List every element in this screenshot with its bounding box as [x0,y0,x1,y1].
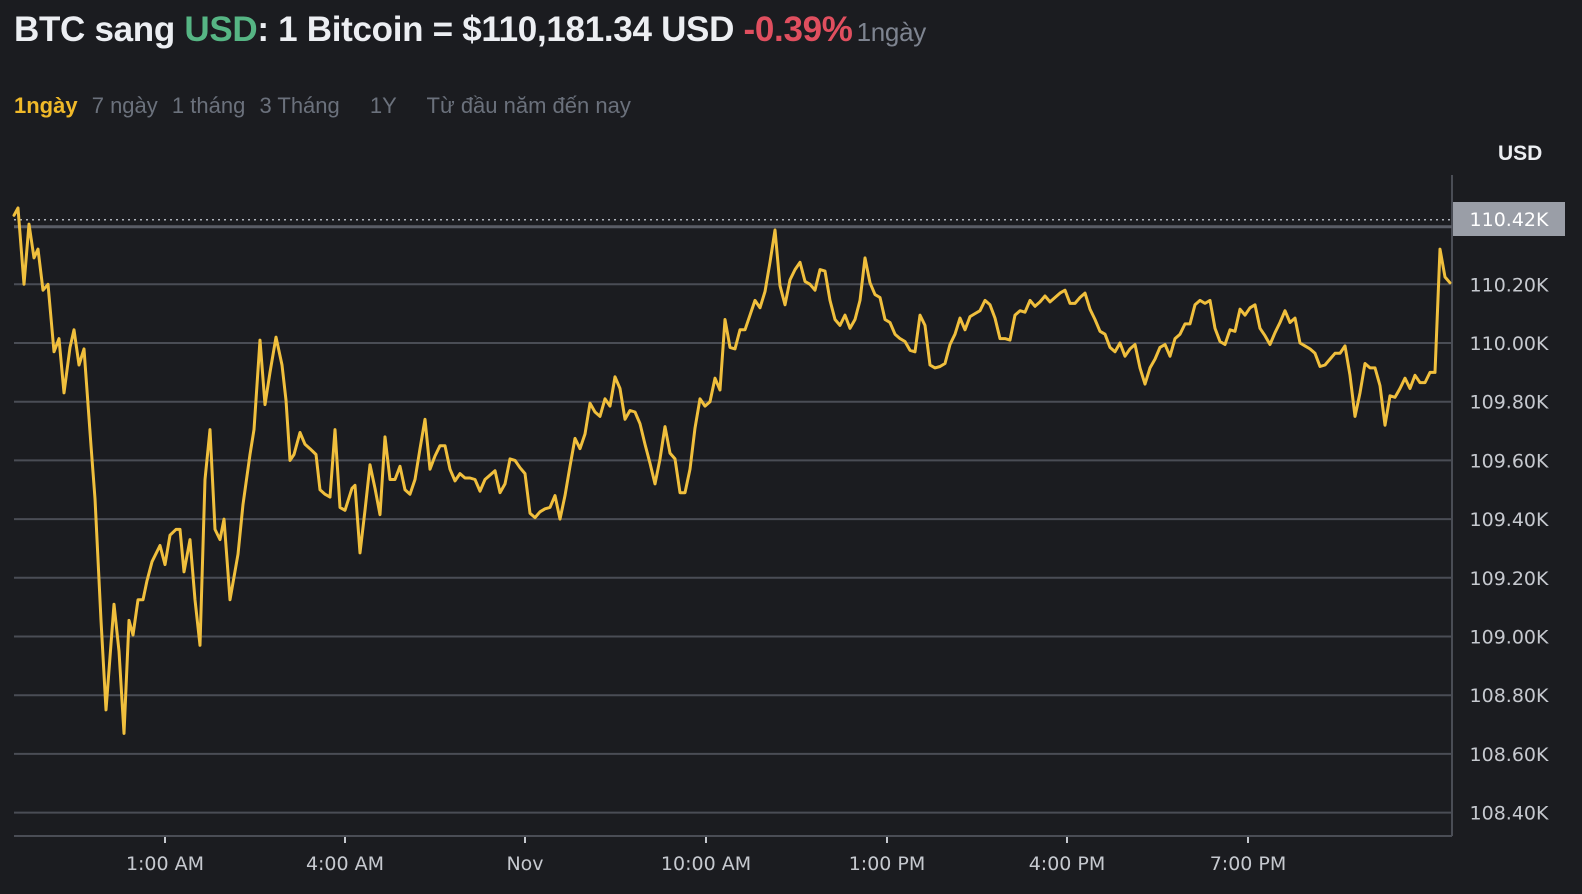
x-tick-label: 7:00 PM [1210,853,1287,875]
x-tick-label: 4:00 PM [1029,853,1106,875]
y-tick-label: 109.40K [1470,509,1549,531]
x-tick-label: 10:00 AM [661,853,751,875]
tab-1-month[interactable]: 1 tháng [171,93,246,118]
y-tick-label: 109.20K [1470,568,1549,590]
price-change: -0.39% [743,10,853,49]
y-tick-label: 108.80K [1470,685,1549,707]
y-tick-label: 109.80K [1470,392,1549,414]
y-tick-label: 109.60K [1470,450,1549,472]
y-axis-unit: USD [1498,142,1543,165]
price-line [12,206,1452,735]
x-tick-label: 1:00 PM [849,853,926,875]
x-axis-ticks: 1:00 AM 4:00 AM Nov 10:00 AM 1:00 PM 4:00 PM 7… [126,837,1286,875]
svg-text:110.42K: 110.42K [1470,209,1549,231]
x-tick-label: 1:00 AM [126,853,204,875]
current-price-reference-line [14,218,1452,229]
quote-currency: USD [184,10,258,49]
title-price: : 1 Bitcoin = $110,181.34 USD [257,10,744,49]
change-period: 1ngày [856,17,927,47]
x-tick-label: Nov [506,853,543,875]
y-tick-label: 110.00K [1470,333,1549,355]
page-title: BTC sang USD: 1 Bitcoin = $110,181.34 US… [14,8,926,54]
tab-1-year[interactable]: 1Y [369,93,397,118]
tab-3-months[interactable]: 3 Tháng [259,93,340,118]
tab-1-day[interactable]: 1ngày [14,93,78,118]
y-tick-label: 108.40K [1470,803,1549,825]
tab-year-to-date[interactable]: Từ đầu năm đến nay [426,93,631,118]
x-tick-label: 4:00 AM [306,853,384,875]
time-range-tabs: 1ngày 7 ngày 1 tháng 3 Tháng 1Y Từ đầu n… [14,92,631,120]
y-tick-label: 110.20K [1470,274,1549,296]
y-tick-label: 108.60K [1470,744,1549,766]
y-tick-label: 109.00K [1470,627,1549,649]
y-axis-labels: 110.20K 110.00K 109.80K 109.60K 109.40K 109.2… [1470,274,1549,824]
y-gridlines [14,283,1452,814]
title-prefix: BTC sang [14,10,185,49]
current-price-tag: 110.42K [1453,202,1565,236]
tab-7-days[interactable]: 7 ngày [91,93,158,118]
